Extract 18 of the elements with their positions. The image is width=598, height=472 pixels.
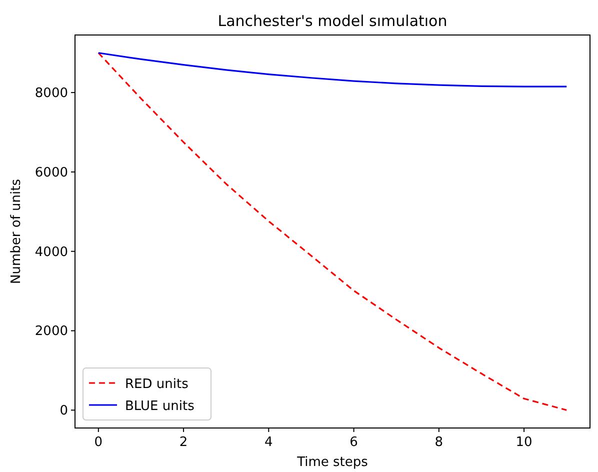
legend-label: BLUE units [125, 399, 195, 414]
y-tick-label: 0 [60, 404, 68, 419]
y-axis-title: Number of units [9, 178, 24, 284]
y-tick-label: 8000 [34, 86, 68, 102]
x-axis-title: Time steps [296, 455, 368, 470]
x-tick-label: 10 [516, 435, 532, 450]
y-tick-label: 4000 [34, 244, 68, 260]
y-tick-label: 2000 [34, 324, 68, 340]
x-tick-label: 0 [94, 435, 103, 450]
line-series [98, 52, 568, 88]
x-tick-label: 2 [179, 435, 188, 450]
legend-label: RED units [125, 377, 189, 392]
chart-title: Lanchester's model sımulatıon [218, 12, 448, 30]
x-tick-label: 8 [434, 435, 444, 450]
line-series [98, 52, 568, 411]
x-tick-label: 6 [350, 435, 358, 450]
x-tick-label: 4 [264, 435, 273, 450]
y-tick-label: 6000 [34, 165, 68, 180]
